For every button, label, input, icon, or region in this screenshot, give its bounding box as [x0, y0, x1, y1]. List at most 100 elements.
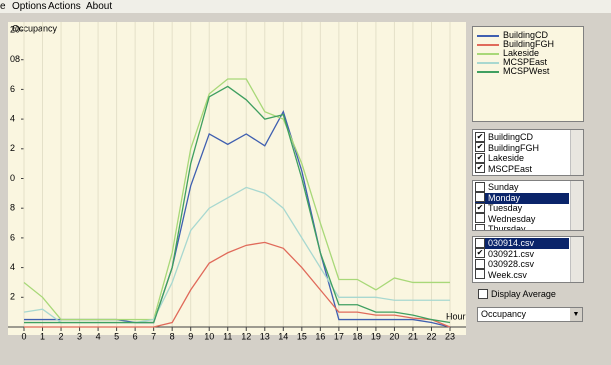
- list-item[interactable]: ✔ Lakeside: [475, 152, 524, 164]
- legend-label: MCSPEast: [503, 57, 548, 67]
- x-tick-label: 1: [40, 331, 45, 341]
- list-item[interactable]: 030928.csv: [475, 258, 535, 270]
- measure-dropdown[interactable]: Occupancy ▼: [477, 307, 583, 322]
- x-tick-label: 5: [114, 331, 119, 341]
- y-tick-label: 4: [10, 262, 15, 272]
- x-tick-label: 14: [278, 331, 288, 341]
- menu-item[interactable]: About: [86, 1, 113, 12]
- day-list[interactable]: Sunday Monday ✔ Tuesday Wednesday Thursday: [472, 180, 584, 231]
- item-label: BuildingCD: [488, 132, 534, 142]
- checkbox[interactable]: ✔: [475, 163, 485, 174]
- scrollbar[interactable]: [570, 237, 583, 282]
- plot-background: [8, 22, 466, 335]
- y-tick-label: 0: [10, 173, 15, 183]
- building-list[interactable]: ✔ BuildingCD ✔ BuildingFGH ✔ Lakeside ✔ MSCPEas…: [472, 129, 584, 176]
- list-item[interactable]: ✔ 030921.csv: [475, 248, 535, 260]
- legend-entry: BuildingFGH: [477, 40, 554, 49]
- y-tick-label: 2: [10, 292, 15, 302]
- x-tick-label: 9: [188, 331, 193, 341]
- checkbox[interactable]: [475, 181, 485, 192]
- x-tick-label: 4: [96, 331, 101, 341]
- list-item[interactable]: Thursday: [475, 223, 526, 231]
- x-tick-label: 18: [352, 331, 362, 341]
- list-item[interactable]: Monday: [475, 192, 569, 204]
- series-line: [24, 241, 451, 328]
- average-option[interactable]: Display Average: [478, 288, 556, 300]
- y-tick-label: 6: [10, 84, 15, 94]
- list-item[interactable]: Sunday: [475, 181, 519, 193]
- menu-item[interactable]: Actions: [48, 1, 81, 12]
- menu-item[interactable]: e: [0, 1, 6, 12]
- series-line: [23, 78, 450, 321]
- x-tick-label: 16: [315, 331, 325, 341]
- y-tick-label: 2: [10, 143, 15, 153]
- list-item[interactable]: ✔ Tuesday: [475, 202, 523, 214]
- x-tick-label: 3: [77, 331, 82, 341]
- y-tick-label: 08: [10, 54, 20, 64]
- legend-swatch: [477, 34, 499, 37]
- y-tick-label: 4: [10, 113, 15, 123]
- legend-label: MCSPWest: [503, 66, 550, 76]
- x-tick-label: 7: [151, 331, 156, 341]
- checkbox[interactable]: [475, 269, 485, 280]
- legend-entry: MCSPEast: [477, 58, 547, 67]
- scrollbar[interactable]: [570, 130, 583, 175]
- legend-label: BuildingFGH: [503, 39, 555, 49]
- legend-label: Lakeside: [503, 48, 540, 58]
- legend-entry: BuildingCD: [477, 31, 548, 40]
- checkbox[interactable]: ✔: [475, 131, 485, 142]
- dropdown-value: Occupancy: [481, 309, 527, 319]
- item-label: 030928.csv: [488, 259, 535, 269]
- checkbox[interactable]: ✔: [475, 142, 485, 153]
- x-tick-label: 12: [241, 331, 251, 341]
- checkbox[interactable]: ✔: [475, 248, 485, 259]
- checkbox[interactable]: [475, 213, 485, 224]
- checkbox[interactable]: [475, 223, 485, 230]
- item-label: 030921.csv: [488, 248, 535, 259]
- checkbox[interactable]: [475, 192, 485, 203]
- x-axis-label: Hour: [446, 311, 466, 321]
- item-label: Monday: [488, 192, 521, 203]
- x-tick-label: 0: [21, 331, 26, 341]
- item-label: Sunday: [488, 182, 519, 192]
- item-label: Week.csv: [488, 269, 527, 280]
- x-tick-label: 10: [204, 331, 214, 341]
- checkbox[interactable]: ✔: [475, 152, 485, 163]
- checkbox[interactable]: [478, 288, 488, 299]
- x-tick-label: 22: [426, 331, 436, 341]
- checkbox[interactable]: ✔: [475, 202, 485, 213]
- list-item[interactable]: 030914.csv: [475, 237, 569, 249]
- checkbox[interactable]: [475, 237, 485, 248]
- checkbox[interactable]: [475, 258, 485, 269]
- x-tick-label: 8: [170, 331, 175, 341]
- item-label: 030914.csv: [488, 238, 535, 248]
- average-label: Display Average: [491, 289, 556, 299]
- legend-entry: MCSPWest: [477, 67, 549, 76]
- y-tick-label: 8: [10, 203, 15, 213]
- file-list[interactable]: 030914.csv ✔ 030921.csv 030928.csv Week.csv: [472, 236, 584, 283]
- x-tick-label: 17: [334, 331, 344, 341]
- chart-title: Occupancy: [12, 23, 58, 33]
- list-item[interactable]: Week.csv: [475, 269, 527, 281]
- list-item[interactable]: ✔ BuildingFGH: [475, 142, 539, 154]
- dropdown-arrow[interactable]: ▼: [570, 308, 582, 321]
- item-label: Thursday: [488, 224, 526, 231]
- menu-item[interactable]: Options: [12, 1, 47, 12]
- item-label: Tuesday: [488, 203, 523, 213]
- y-tick-label: 6: [10, 232, 15, 242]
- legend: BuildingCD BuildingFGH Lakeside MCSPEast MCS…: [472, 26, 584, 122]
- x-tick-label: 21: [408, 331, 418, 341]
- list-item[interactable]: Wednesday: [475, 213, 536, 225]
- series-line: [24, 85, 451, 324]
- scrollbar[interactable]: [570, 181, 583, 230]
- x-tick-label: 11: [223, 331, 232, 341]
- list-item[interactable]: ✔ MSCPEast: [475, 163, 533, 175]
- item-label: MSCPEast: [488, 163, 533, 174]
- x-tick-label: 19: [371, 331, 381, 341]
- y-tick-label: 20: [10, 24, 20, 34]
- item-label: Wednesday: [488, 213, 536, 224]
- list-item[interactable]: ✔ BuildingCD: [475, 131, 534, 143]
- x-tick-label: 6: [133, 331, 138, 341]
- legend-swatch: [477, 43, 499, 46]
